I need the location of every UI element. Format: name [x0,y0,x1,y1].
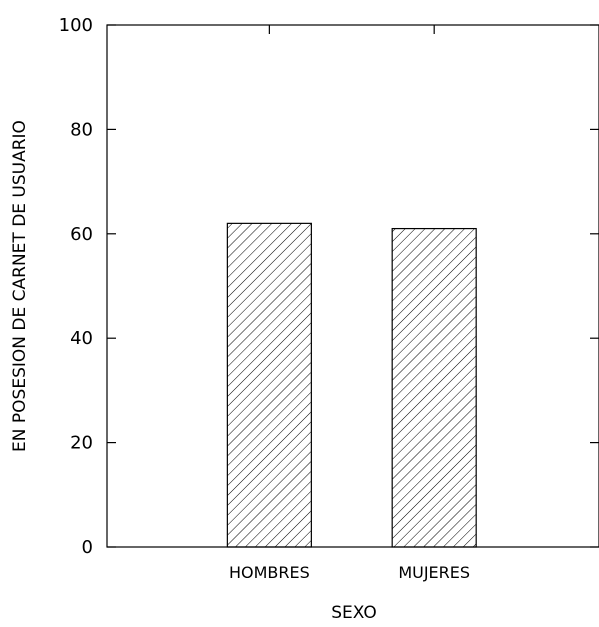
x-tick-label: MUJERES [398,563,470,582]
y-tick-label: 20 [70,433,93,454]
category-labels: HOMBRES MUJERES [229,563,470,582]
x-tick-label: HOMBRES [229,563,310,582]
bars [226,222,477,548]
bar-mujeres [391,227,477,548]
y-tick-label: 0 [82,537,93,558]
bar-hombres [226,222,312,548]
y-axis-ticks: 0 20 40 60 80 100 [59,15,599,558]
x-axis-ticks [268,25,435,34]
y-tick-label: 60 [70,224,93,245]
y-tick-label: 40 [70,328,93,349]
y-axis-title: EN POSESION DE CARNET DE USUARIO [10,120,30,452]
y-tick-label: 80 [70,119,93,140]
x-axis-title: SEXO [331,603,376,623]
y-tick-label: 100 [59,15,93,36]
plot-frame [106,24,599,548]
